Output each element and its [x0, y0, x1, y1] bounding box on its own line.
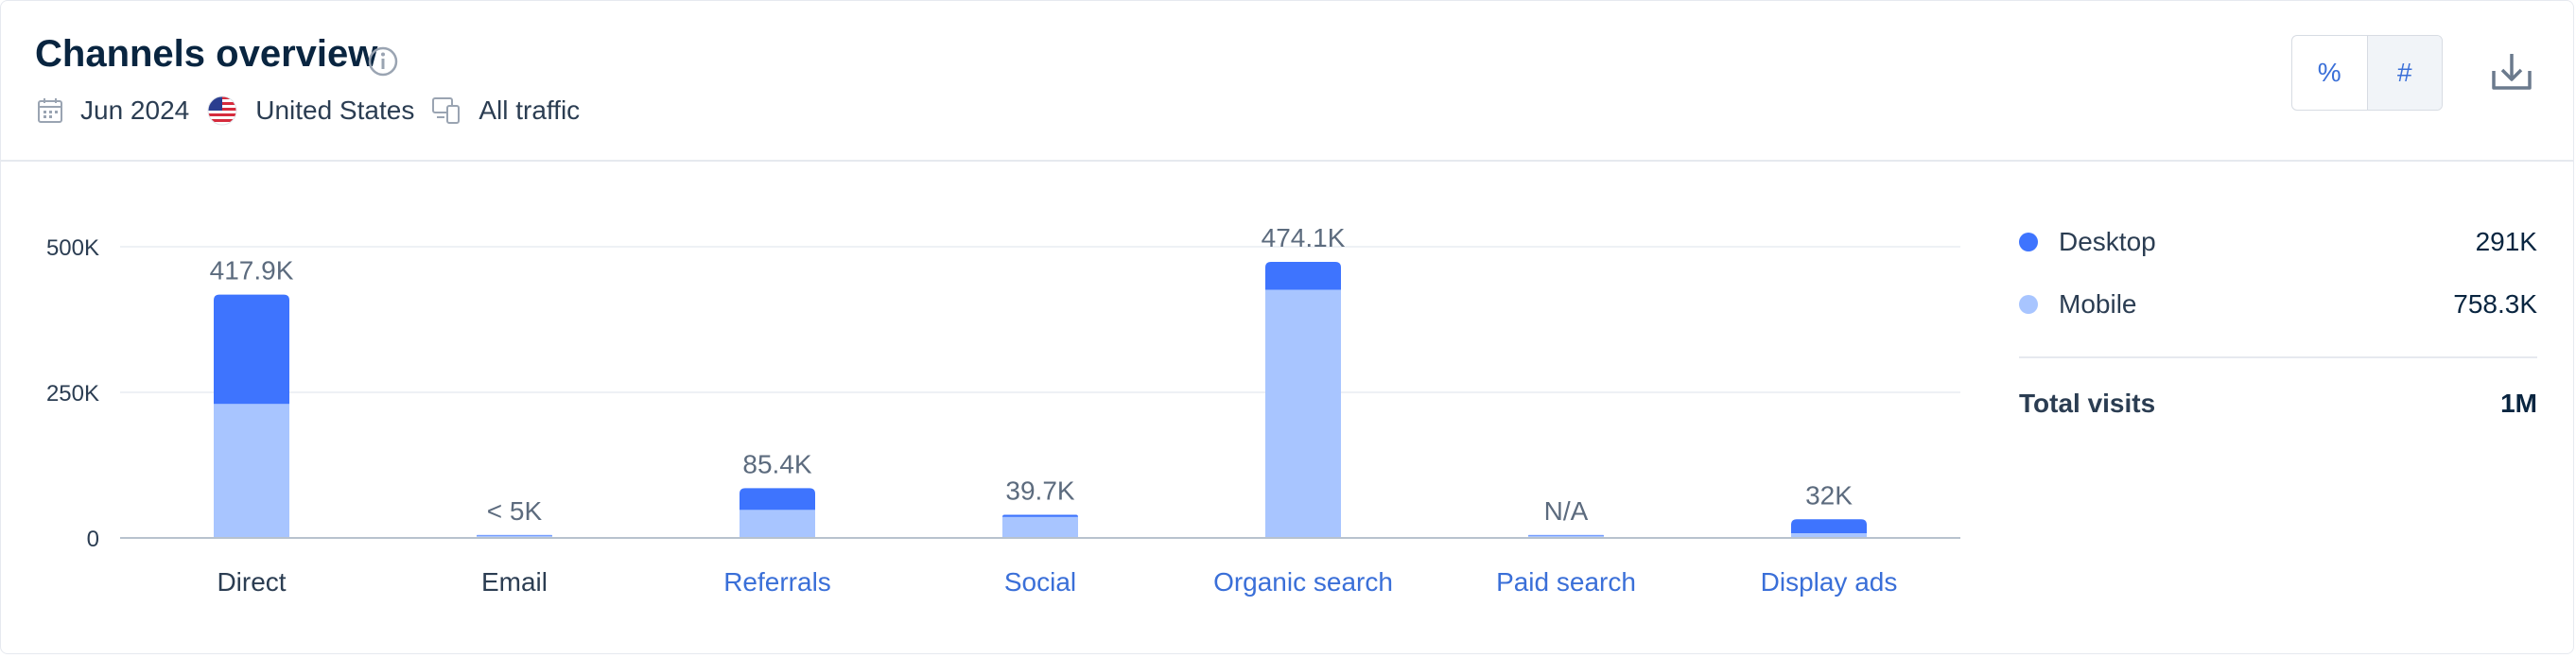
bar-total-label: 39.7K	[1005, 476, 1074, 506]
calendar-icon	[38, 98, 62, 123]
y-tick-label: 250K	[46, 381, 99, 407]
chart-legend: Desktop 291K Mobile 758.3K Total visits …	[2019, 211, 2537, 423]
x-category-label[interactable]: Display ads	[1761, 567, 1898, 597]
channels-bar-chart: 0 250K 500K 417.9K Direct < 5K Email 85.4K Refer…	[46, 223, 1960, 597]
legend-item-desktop[interactable]: Desktop 291K	[2019, 211, 2537, 273]
legend-value: 291K	[2475, 227, 2537, 256]
legend-label: Mobile	[2059, 289, 2137, 319]
x-category-label: Direct	[217, 567, 286, 597]
bar-total-label: N/A	[1544, 496, 1589, 526]
bar-total-label: 32K	[1805, 480, 1853, 510]
x-category-label: Email	[481, 567, 548, 597]
bar-desktop-paid-search[interactable]	[1528, 534, 1604, 536]
bar-desktop-referrals[interactable]	[740, 488, 815, 511]
total-visits-value: 1M	[2500, 389, 2537, 418]
bar-total-label: < 5K	[487, 496, 543, 526]
bar-mobile-email[interactable]	[477, 535, 552, 538]
date-filter[interactable]: Jun 2024	[37, 95, 189, 126]
percent-toggle-button[interactable]: %	[2317, 58, 2341, 87]
traffic-label: All traffic	[479, 95, 581, 125]
country-filter[interactable]: United States	[206, 95, 414, 127]
bar-total-label: 85.4K	[742, 449, 811, 478]
traffic-filter[interactable]: All traffic	[431, 95, 580, 126]
bar-desktop-direct[interactable]	[214, 294, 289, 405]
value-format-toggle: % #	[2291, 35, 2443, 111]
y-tick-label: 500K	[46, 235, 99, 261]
legend-item-mobile[interactable]: Mobile 758.3K	[2019, 273, 2537, 336]
y-tick-label: 0	[87, 527, 99, 552]
bar-desktop-organic-search[interactable]	[1265, 261, 1341, 290]
bar-mobile-organic-search[interactable]	[1265, 289, 1341, 538]
bar-mobile-social[interactable]	[1002, 516, 1078, 538]
legend-divider	[2019, 356, 2537, 358]
info-icon[interactable]	[366, 44, 400, 78]
filters-row: Jun 2024 United States	[37, 90, 597, 131]
number-toggle-button[interactable]: #	[2366, 36, 2442, 110]
x-category-label[interactable]: Organic search	[1213, 567, 1393, 597]
bar-desktop-social[interactable]	[1002, 514, 1078, 517]
x-category-label[interactable]: Paid search	[1496, 567, 1636, 597]
legend-label: Desktop	[2059, 227, 2156, 256]
page-title: Channels overview	[35, 33, 378, 75]
x-category-label[interactable]: Social	[1004, 567, 1076, 597]
bar-total-label: 474.1K	[1262, 223, 1346, 252]
download-icon[interactable]	[2490, 50, 2533, 94]
bar-mobile-display-ads[interactable]	[1791, 533, 1867, 538]
bar-mobile-paid-search[interactable]	[1528, 535, 1604, 538]
bar-total-label: 417.9K	[210, 256, 294, 286]
legend-value: 758.3K	[2453, 289, 2537, 319]
date-label: Jun 2024	[80, 95, 190, 125]
legend-total: Total visits 1M	[2019, 385, 2537, 423]
bar-mobile-direct[interactable]	[214, 404, 289, 538]
desktop-dot	[2019, 233, 2038, 251]
x-category-label[interactable]: Referrals	[723, 567, 831, 597]
us-flag-icon	[207, 95, 237, 126]
bar-desktop-display-ads[interactable]	[1791, 519, 1867, 534]
bar-mobile-referrals[interactable]	[740, 510, 815, 538]
total-visits-label: Total visits	[2019, 389, 2156, 418]
mobile-dot	[2019, 295, 2038, 314]
card-header: Channels overview Jun 2024	[1, 1, 2573, 162]
bar-desktop-email[interactable]	[477, 534, 552, 536]
devices-icon	[432, 97, 461, 124]
country-label: United States	[255, 95, 415, 125]
